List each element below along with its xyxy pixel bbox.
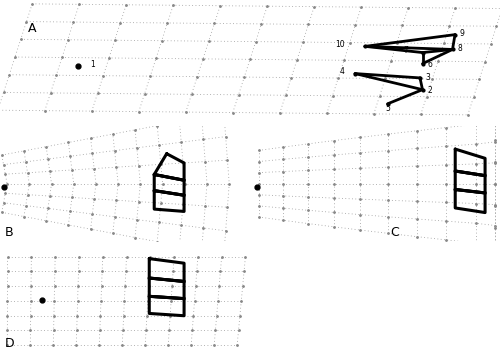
Text: B: B <box>5 226 14 240</box>
Text: D: D <box>5 338 15 350</box>
Text: 6: 6 <box>428 60 432 69</box>
Text: 10: 10 <box>335 40 344 49</box>
Text: 9: 9 <box>460 29 465 38</box>
Text: 2: 2 <box>428 86 432 95</box>
Text: 4: 4 <box>340 67 345 76</box>
Text: C: C <box>390 226 400 240</box>
Text: 3: 3 <box>425 73 430 82</box>
Text: 1: 1 <box>90 61 95 69</box>
Text: 7: 7 <box>404 46 408 55</box>
Text: 5: 5 <box>385 104 390 113</box>
Text: A: A <box>28 22 36 35</box>
Text: 8: 8 <box>458 44 462 53</box>
